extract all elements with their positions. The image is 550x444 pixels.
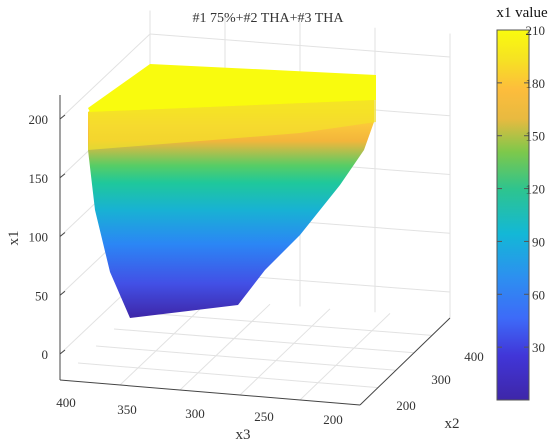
x3-tick-label: 300 [185, 406, 205, 421]
x2-tick-labels: 200 300 400 [396, 349, 484, 413]
colorbar-tick-labels: 30 60 90 120 150 180 210 [497, 23, 545, 355]
x3-axis-label: x3 [236, 427, 251, 443]
colorbar-tick-label: 120 [526, 182, 546, 197]
colorbar [496, 29, 530, 401]
colorbar-title: x1 value [496, 5, 548, 21]
z-axis-label: x1 [6, 231, 22, 246]
z-tick-label: 100 [29, 230, 49, 245]
z-tick-label: 50 [35, 288, 48, 303]
colorbar-tick-label: 210 [526, 23, 546, 38]
z-tick-label: 0 [42, 347, 49, 362]
x3-tick-label: 350 [117, 402, 137, 417]
x3-tick-label: 250 [254, 409, 274, 424]
z-tick-label: 150 [29, 171, 49, 186]
surface-top-face [88, 64, 376, 112]
colorbar-tick-label: 30 [532, 340, 545, 355]
z-tick-labels: 0 50 100 150 200 [29, 112, 66, 362]
colorbar-tick-label: 150 [526, 129, 546, 144]
z-tick-label: 200 [29, 112, 49, 127]
surface-top-edge [88, 100, 376, 150]
x2-axis-label: x2 [445, 416, 460, 432]
colorbar-tick-label: 60 [532, 287, 545, 302]
x3-tick-labels: 400 350 300 250 200 [56, 395, 343, 427]
axes-box [59, 95, 451, 406]
x2-tick-label: 200 [396, 398, 416, 413]
colorbar-tick-label: 90 [532, 234, 545, 249]
x3-tick-label: 200 [323, 412, 343, 427]
colorbar-tick-label: 180 [526, 76, 546, 91]
chart-title: #1 75%+#2 THA+#3 THA [193, 11, 345, 26]
x2-tick-label: 400 [464, 349, 484, 364]
x3-tick-label: 400 [56, 395, 76, 410]
x2-tick-label: 300 [431, 372, 451, 387]
